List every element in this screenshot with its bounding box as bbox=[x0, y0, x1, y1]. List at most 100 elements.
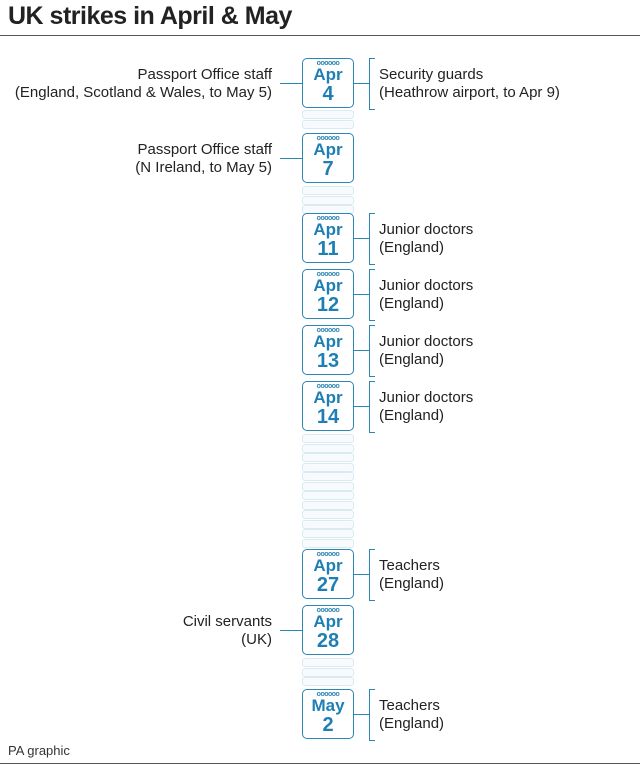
label-line: (England) bbox=[379, 295, 445, 312]
faded-day bbox=[302, 491, 354, 500]
left-label: Passport Office staff (N Ireland, to May … bbox=[135, 141, 272, 177]
faded-day bbox=[302, 481, 354, 491]
bracket bbox=[369, 213, 375, 265]
faded-day bbox=[302, 529, 354, 538]
faded-day bbox=[302, 443, 354, 453]
label-line: Junior doctors bbox=[379, 277, 474, 294]
date-day: 7 bbox=[322, 158, 334, 180]
calendar-rings-icon: oooooo bbox=[316, 691, 340, 698]
calendar-date: oooooo Apr 12 bbox=[302, 269, 354, 319]
label-line: Teachers bbox=[379, 557, 440, 574]
faded-day bbox=[302, 434, 354, 443]
label-line: Passport Office staff bbox=[137, 141, 272, 158]
date-month: Apr bbox=[313, 140, 343, 159]
left-label: Passport Office staff (England, Scotland … bbox=[15, 66, 272, 102]
bracket bbox=[369, 269, 375, 321]
calendar-rings-icon: oooooo bbox=[316, 551, 340, 558]
date-month: Apr bbox=[313, 556, 343, 575]
left-connector bbox=[280, 158, 302, 159]
right-connector bbox=[354, 714, 370, 715]
bracket bbox=[369, 689, 375, 741]
bracket bbox=[369, 381, 375, 433]
calendar-rings-icon: oooooo bbox=[316, 607, 340, 614]
left-label: Civil servants (UK) bbox=[183, 613, 272, 649]
calendar-rings-icon: oooooo bbox=[316, 215, 340, 222]
label-line: Civil servants bbox=[182, 613, 272, 630]
date-month: Apr bbox=[313, 276, 343, 295]
label-line: (England) bbox=[379, 351, 445, 368]
date-month: Apr bbox=[313, 220, 343, 239]
right-label: Security guards (Heathrow airport, to Apr… bbox=[379, 66, 560, 102]
bracket bbox=[369, 549, 375, 601]
bottom-divider bbox=[0, 763, 640, 764]
faded-day bbox=[302, 519, 354, 529]
faded-day bbox=[302, 667, 354, 677]
label-line: (England) bbox=[379, 715, 445, 732]
right-connector bbox=[354, 83, 370, 84]
right-label: Junior doctors (England) bbox=[379, 389, 473, 425]
label-line: (UK) bbox=[241, 631, 272, 648]
faded-day bbox=[302, 462, 354, 472]
faded-day bbox=[302, 538, 354, 548]
credit: PA graphic bbox=[8, 743, 70, 758]
calendar-date: oooooo May 2 bbox=[302, 689, 354, 739]
calendar-date: oooooo Apr 27 bbox=[302, 549, 354, 599]
calendar-rings-icon: oooooo bbox=[316, 383, 340, 390]
faded-day bbox=[302, 677, 354, 686]
calendar-date: oooooo Apr 7 bbox=[302, 133, 354, 183]
label-line: Junior doctors bbox=[379, 221, 474, 238]
date-month: Apr bbox=[313, 612, 343, 631]
faded-day bbox=[302, 500, 354, 510]
faded-day bbox=[302, 472, 354, 481]
right-label: Junior doctors (England) bbox=[379, 277, 473, 313]
label-line: (N Ireland, to May 5) bbox=[135, 159, 272, 176]
faded-day bbox=[302, 186, 354, 195]
page-title: UK strikes in April & May bbox=[8, 2, 292, 30]
calendar-date: oooooo Apr 13 bbox=[302, 325, 354, 375]
calendar-rings-icon: oooooo bbox=[316, 60, 340, 67]
right-connector bbox=[354, 294, 370, 295]
faded-day bbox=[302, 119, 354, 129]
right-connector bbox=[354, 574, 370, 575]
label-line: (England) bbox=[379, 575, 445, 592]
label-line: Junior doctors bbox=[379, 389, 474, 406]
date-day: 13 bbox=[316, 350, 340, 372]
date-month: Apr bbox=[313, 332, 343, 351]
calendar-date: oooooo Apr 28 bbox=[302, 605, 354, 655]
left-connector bbox=[280, 630, 302, 631]
date-month: Apr bbox=[313, 388, 343, 407]
right-label: Teachers (England) bbox=[379, 557, 444, 593]
calendar-date: oooooo Apr 4 bbox=[302, 58, 354, 108]
label-line: Teachers bbox=[379, 697, 440, 714]
label-line: (Heathrow airport, to Apr 9) bbox=[379, 84, 560, 101]
date-day: 14 bbox=[316, 406, 340, 428]
label-line: (England) bbox=[379, 239, 445, 256]
label-line: Passport Office staff bbox=[137, 66, 272, 83]
right-connector bbox=[354, 238, 370, 239]
label-line: (England) bbox=[379, 407, 445, 424]
calendar-rings-icon: oooooo bbox=[316, 135, 340, 142]
faded-day bbox=[302, 453, 354, 462]
faded-day bbox=[302, 110, 354, 119]
right-label: Junior doctors (England) bbox=[379, 221, 473, 257]
faded-day bbox=[302, 195, 354, 205]
right-connector bbox=[354, 406, 370, 407]
top-divider bbox=[0, 35, 640, 36]
date-month: May bbox=[311, 696, 345, 715]
date-day: 11 bbox=[317, 238, 339, 260]
label-line: Security guards bbox=[379, 66, 484, 83]
bracket bbox=[369, 58, 375, 110]
right-label: Teachers (England) bbox=[379, 697, 444, 733]
calendar-date: oooooo Apr 14 bbox=[302, 381, 354, 431]
date-day: 12 bbox=[316, 294, 340, 316]
right-connector bbox=[354, 350, 370, 351]
faded-day bbox=[302, 510, 354, 519]
date-day: 2 bbox=[322, 714, 334, 736]
calendar-rings-icon: oooooo bbox=[316, 327, 340, 334]
date-day: 27 bbox=[316, 574, 340, 596]
calendar-date: oooooo Apr 11 bbox=[302, 213, 354, 263]
date-day: 4 bbox=[322, 83, 334, 105]
bracket bbox=[369, 325, 375, 377]
date-month: Apr bbox=[313, 65, 343, 84]
